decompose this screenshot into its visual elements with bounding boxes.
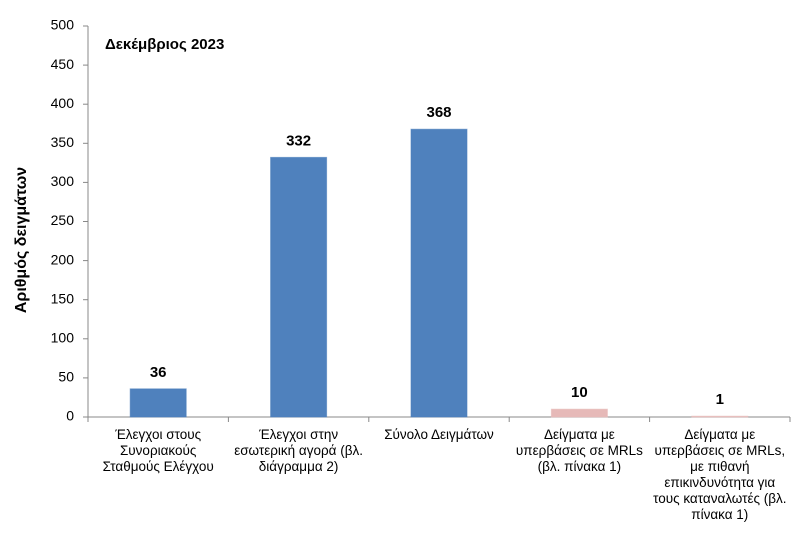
- chart-title: Δεκέμβριος 2023: [105, 36, 224, 53]
- data-label: 332: [286, 132, 311, 149]
- x-tick-label: Δείγματα με υπερβάσεις σε MRLs (βλ. πίνα…: [515, 427, 643, 474]
- data-label: 368: [426, 104, 451, 121]
- y-tick-label: 100: [51, 330, 75, 346]
- data-label: 10: [571, 384, 588, 401]
- y-tick-label: 500: [51, 17, 75, 33]
- y-axis-label: Αριθμός δειγμάτων: [13, 167, 30, 313]
- data-label: 36: [150, 364, 167, 381]
- y-tick-label: 150: [51, 290, 75, 306]
- y-tick-label: 50: [58, 369, 74, 385]
- y-tick-label: 0: [66, 408, 74, 424]
- y-tick-label: 350: [51, 134, 75, 150]
- y-tick-label: 200: [51, 251, 75, 267]
- y-tick-label: 400: [51, 95, 75, 111]
- y-tick-label: 450: [51, 56, 75, 72]
- x-tick-label: Έλεγχοι στην εσωτερική αγορά (βλ. διάγρα…: [234, 427, 363, 474]
- x-tick-label: Δείγματα με υπερβάσεις σε MRLs, με πιθαν…: [653, 427, 787, 522]
- y-tick-label: 300: [51, 173, 75, 189]
- x-tick-label: Έλεγχοι στους Συνοριακούς Σταθμούς Ελέγχ…: [102, 427, 214, 474]
- bar: [550, 408, 608, 418]
- bar: [270, 156, 328, 418]
- bar: [691, 415, 749, 418]
- y-tick-label: 250: [51, 212, 75, 228]
- bar: [410, 128, 468, 418]
- bar: [129, 388, 187, 418]
- data-label: 1: [716, 391, 724, 408]
- x-tick-label: Σύνολο Δειγμάτων: [384, 427, 494, 442]
